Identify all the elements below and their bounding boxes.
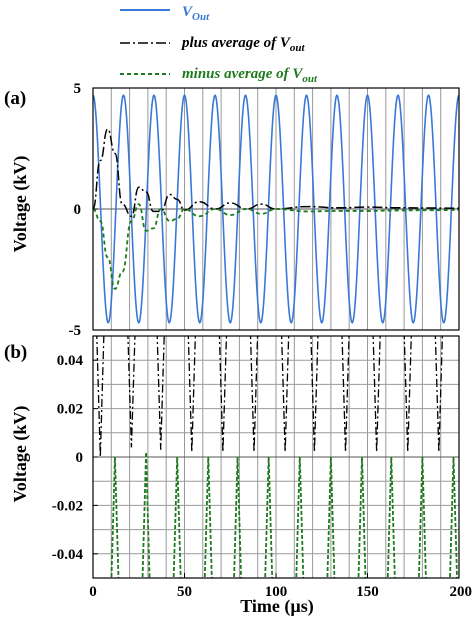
x-tick-label: 50 <box>177 584 192 600</box>
x-axis-label: Time (µs) <box>240 596 314 617</box>
panel-b-ytick-label: -0.02 <box>52 498 83 514</box>
panel-b-ylabel: Voltage (kV) <box>10 406 31 503</box>
legend: VOut plus average of Vout minus average … <box>120 4 318 85</box>
legend-label-plus-average: plus average of Vout <box>180 35 306 54</box>
panel-a-ylabel: Voltage (kV) <box>10 156 31 253</box>
panel-a-series <box>93 94 459 324</box>
panel-a-ytick-label: 5 <box>74 81 82 97</box>
panel-a-label: (a) <box>4 88 26 109</box>
panel-a-ytick-label: 0 <box>74 202 82 218</box>
x-tick-label: 0 <box>89 584 97 600</box>
series-line-plus-average <box>93 128 459 218</box>
series-line-minus-average-b <box>110 452 458 578</box>
x-tick-label: 150 <box>356 584 379 600</box>
series-line-vout <box>93 94 459 324</box>
legend-subscript: Out <box>192 11 210 23</box>
legend-subscript: out <box>302 73 318 85</box>
legend-label-minus-average: minus average of Vout <box>182 66 318 85</box>
legend-label-vout: VOut <box>182 4 210 23</box>
legend-main-text: plus average of V <box>180 35 292 51</box>
panel-b-ytick-label: 0 <box>76 450 84 466</box>
legend-main-text: minus average of V <box>182 66 304 82</box>
panel-b-label: (b) <box>4 342 27 363</box>
x-tick-label: 200 <box>450 584 473 600</box>
legend-main-text: V <box>182 4 194 20</box>
panel-a-ytick-label: -5 <box>69 323 82 339</box>
legend-subscript: out <box>290 42 306 54</box>
series-line-minus-average <box>93 203 459 290</box>
panel-b-ytick-label: 0.04 <box>57 353 84 369</box>
series-line-plus-average-b <box>96 336 444 458</box>
panel-b-ytick-label: -0.04 <box>52 547 84 563</box>
panel-b-series <box>96 336 458 578</box>
panel-b-ytick-label: 0.02 <box>57 402 83 418</box>
panel-b-plot: 0.04 0.02 0 -0.02 -0.04 0 50 100 150 200 <box>52 335 473 600</box>
x-tick-label: 100 <box>265 584 288 600</box>
panel-a-plot: 5 0 -5 <box>69 81 460 339</box>
